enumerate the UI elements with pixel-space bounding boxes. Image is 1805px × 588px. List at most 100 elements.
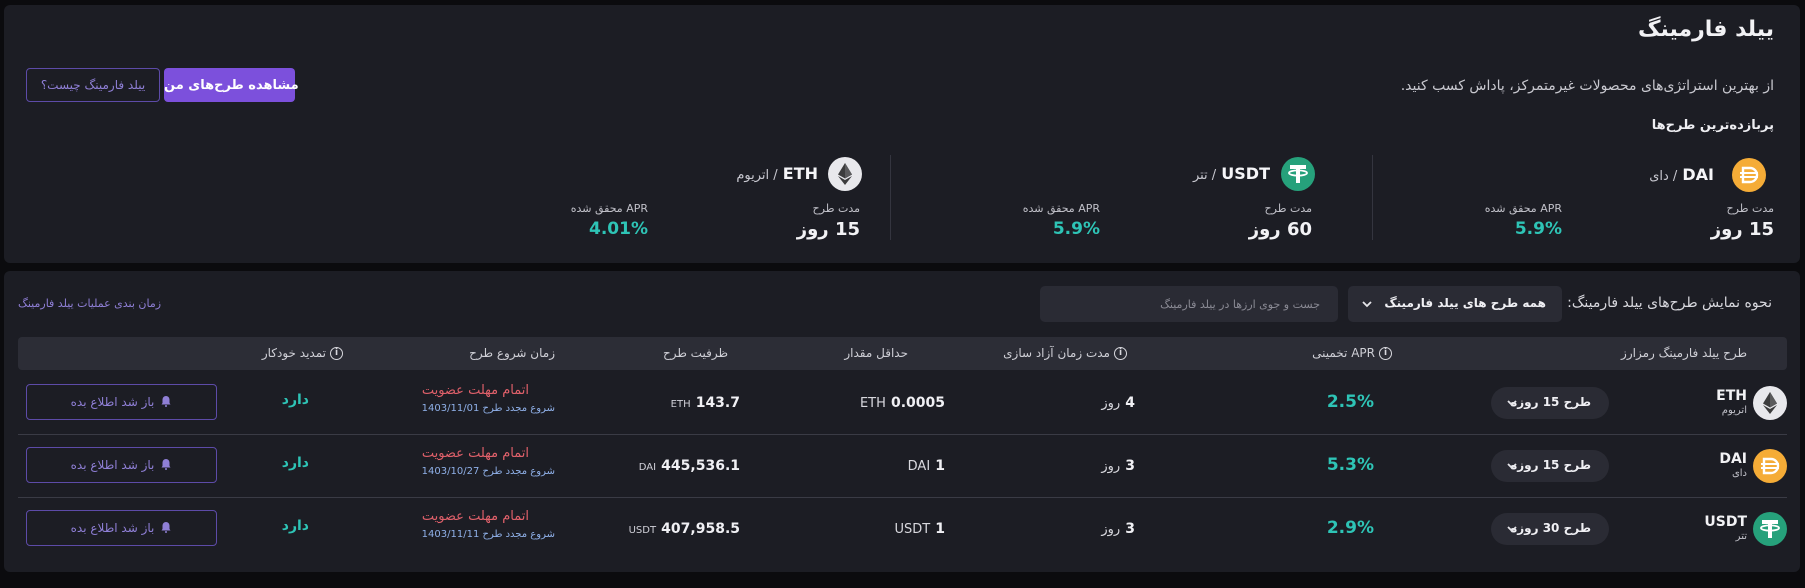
row-capacity-unit: ETH	[670, 399, 691, 410]
chevron-down-icon	[1505, 395, 1519, 414]
notify-me-button[interactable]: باز شد اطلاع بده	[26, 384, 217, 420]
row-status: اتمام مهلت عضویت	[421, 446, 529, 461]
divider	[890, 155, 891, 240]
dai-icon	[1732, 158, 1766, 192]
row-divider	[18, 497, 1787, 498]
duration-label: مدت طرح	[1264, 202, 1312, 215]
bell-icon	[160, 458, 172, 473]
row-release: 3	[1125, 521, 1135, 537]
top-plan-symbol: USDT	[1221, 164, 1270, 183]
notify-label: باز شد اطلاع بده	[70, 521, 155, 535]
plan-duration-value: طرح 30 روزه	[1510, 521, 1591, 535]
header-apr: i APR تخمینی	[1312, 346, 1392, 360]
info-icon[interactable]: i	[1379, 346, 1392, 360]
section-title: پربازده‌ترین طرح‌ها	[1651, 118, 1774, 133]
top-plan-symbol: DAI	[1682, 165, 1714, 184]
row-name: دای	[1731, 468, 1747, 479]
row-symbol: ETH	[1716, 388, 1747, 404]
row-release: 4	[1125, 395, 1135, 411]
row-auto-renew: دارد	[281, 518, 309, 534]
table-row: ETH اتریوم طرح 15 روزه 2.5% 4 روز ETH 0.…	[18, 372, 1787, 434]
row-auto-renew: دارد	[281, 455, 309, 471]
chevron-down-icon	[1505, 521, 1519, 540]
plan-duration-value: طرح 15 روزه	[1510, 458, 1591, 472]
row-min: 1	[935, 458, 945, 474]
row-apr: 2.9%	[1326, 518, 1374, 538]
plan-duration-select[interactable]: طرح 15 روزه	[1491, 450, 1609, 482]
page-title: ییلد فارمینگ	[1637, 17, 1774, 42]
row-restart-date: شروع مجدد طرح 1403/10/27	[421, 466, 555, 477]
plan-duration-value: طرح 15 روزه	[1510, 395, 1591, 409]
bell-icon	[160, 395, 172, 410]
top-plan-name: / دای	[1649, 169, 1678, 184]
row-apr: 5.3%	[1326, 455, 1374, 475]
duration-value: 15 روز	[796, 219, 860, 240]
dai-icon	[1753, 449, 1787, 483]
what-is-yield-farming-button[interactable]: ییلد فارمینگ چیست؟	[26, 68, 160, 102]
header-min: حداقل مقدار	[844, 346, 908, 360]
duration-value: 15 روز	[1710, 219, 1774, 240]
row-apr: 2.5%	[1326, 392, 1374, 412]
plan-duration-select[interactable]: طرح 30 روزه	[1491, 513, 1609, 545]
row-min-unit: USDT	[894, 522, 931, 537]
apr-label: APR محقق شده	[1484, 202, 1562, 215]
apr-value: 5.9%	[1514, 219, 1562, 239]
plan-duration-select[interactable]: طرح 15 روزه	[1491, 387, 1609, 419]
plan-filter-select[interactable]: همه طرح های ییلد فارمینگ	[1348, 286, 1562, 322]
row-min-unit: DAI	[907, 459, 931, 474]
page-description: از بهترین استراتژی‌های محصولات غیرمتمرکز…	[1400, 78, 1774, 94]
notify-me-button[interactable]: باز شد اطلاع بده	[26, 447, 217, 483]
top-plan-symbol: ETH	[782, 164, 818, 183]
row-min: 0.0005	[890, 395, 945, 411]
apr-label: APR محقق شده	[1022, 202, 1100, 215]
apr-value: 5.9%	[1052, 219, 1100, 239]
info-icon[interactable]: i	[330, 346, 343, 360]
header-release: i مدت زمان آزاد سازی	[1003, 346, 1127, 360]
row-status: اتمام مهلت عضویت	[421, 509, 529, 524]
my-plans-button[interactable]: مشاهده طرح‌های من	[164, 68, 299, 102]
header-renew: i تمدید خودکار	[262, 346, 343, 360]
eth-icon	[828, 157, 862, 191]
usdt-icon	[1753, 512, 1787, 546]
table-header: طرح ییلد فارمینگ رمزارز i APR تخمینی i مدت…	[18, 337, 1787, 370]
chevron-down-icon	[1360, 296, 1374, 315]
divider	[1372, 155, 1373, 240]
row-release-unit: روز	[1101, 522, 1121, 537]
row-symbol: USDT	[1704, 514, 1747, 530]
row-name: تتر	[1735, 531, 1747, 542]
row-capacity: 143.7	[695, 395, 740, 411]
notify-label: باز شد اطلاع بده	[70, 458, 155, 472]
plan-filter-value: همه طرح های ییلد فارمینگ	[1384, 296, 1546, 310]
row-name: اتریوم	[1721, 405, 1747, 416]
apr-value: 4.01%	[589, 219, 648, 239]
row-capacity: 407,958.5	[661, 521, 740, 537]
apr-label: APR محقق شده	[570, 202, 648, 215]
row-symbol: DAI	[1719, 451, 1747, 467]
top-plan-name: / اتریوم	[736, 168, 778, 183]
chevron-down-icon	[1505, 458, 1519, 477]
notify-me-button[interactable]: باز شد اطلاع بده	[26, 510, 217, 546]
header-plan: طرح ییلد فارمینگ رمزارز	[1621, 346, 1747, 360]
duration-value: 60 روز	[1248, 219, 1312, 240]
table-row: DAI دای طرح 15 روزه 5.3% 3 روز DAI 1 DAI…	[18, 435, 1787, 497]
top-panel: ییلد فارمینگ از بهترین استراتژی‌های محصو…	[4, 5, 1800, 263]
header-capacity: ظرفیت طرح	[662, 346, 728, 360]
row-divider	[18, 434, 1787, 435]
info-icon[interactable]: i	[1114, 346, 1127, 360]
row-min-unit: ETH	[859, 396, 886, 411]
plans-table-panel: نحوه نمایش طرح‌های ییلد فارمینگ: همه طرح…	[4, 271, 1800, 572]
bell-icon	[160, 521, 172, 536]
row-release-unit: روز	[1101, 396, 1121, 411]
duration-label: مدت طرح	[812, 202, 860, 215]
eth-icon	[1753, 386, 1787, 420]
row-auto-renew: دارد	[281, 392, 309, 408]
search-input[interactable]	[1040, 286, 1338, 322]
row-capacity-unit: USDT	[628, 525, 657, 536]
row-restart-date: شروع مجدد طرح 1403/11/01	[421, 403, 555, 414]
header-start: زمان شروع طرح	[469, 346, 555, 360]
table-row: USDT تتر طرح 30 روزه 2.9% 3 روز USDT 1 U…	[18, 498, 1787, 560]
timing-link[interactable]: زمان بندی عملیات ییلد فارمینگ	[18, 297, 162, 310]
view-mode-label: نحوه نمایش طرح‌های ییلد فارمینگ:	[1567, 295, 1772, 311]
top-plan-name: / تتر	[1192, 168, 1217, 183]
row-status: اتمام مهلت عضویت	[421, 383, 529, 398]
